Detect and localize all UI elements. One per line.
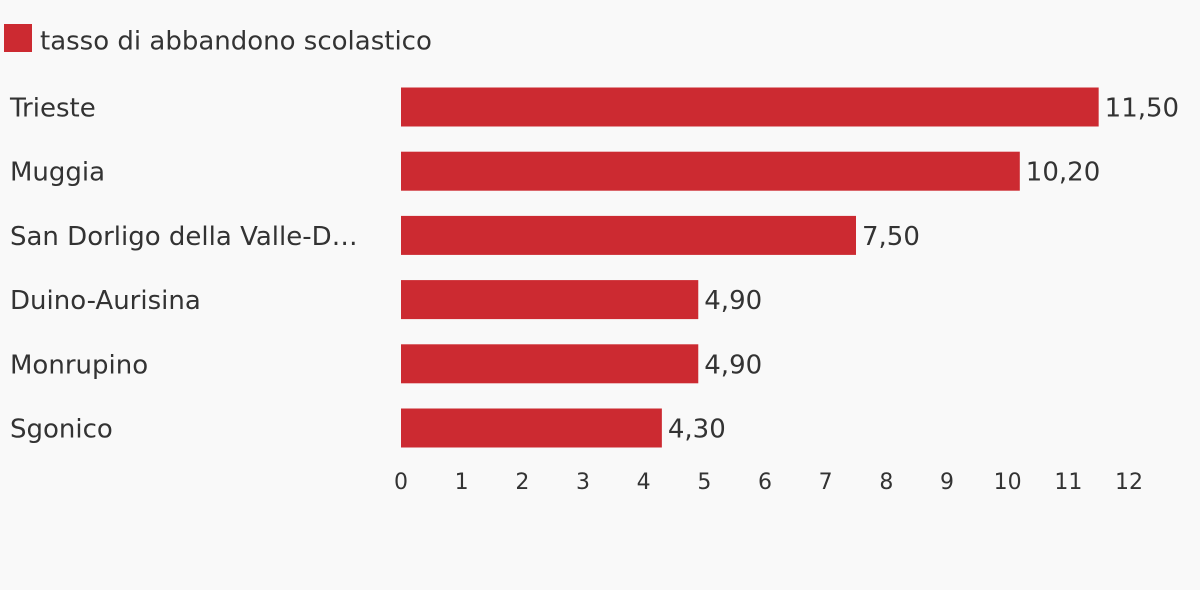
y-tick-label: Duino-Aurisina	[10, 286, 201, 316]
y-tick-label: Monrupino	[10, 350, 148, 380]
x-tick-label: 4	[637, 470, 651, 495]
bar	[401, 408, 662, 448]
value-label: 10,20	[1026, 158, 1100, 188]
bar	[401, 215, 856, 255]
x-tick-label: 1	[455, 470, 469, 495]
legend-swatch	[4, 24, 32, 52]
x-tick-label: 12	[1115, 470, 1143, 495]
bar	[401, 151, 1020, 191]
x-tick-label: 8	[879, 470, 893, 495]
legend-label: tasso di abbandono scolastico	[40, 27, 432, 57]
x-tick-label: 7	[819, 470, 833, 495]
bar	[401, 280, 699, 320]
x-tick-label: 11	[1054, 470, 1082, 495]
value-label: 7,50	[862, 222, 920, 252]
value-label: 4,90	[704, 350, 762, 380]
y-tick-label: San Dorligo della Valle-D…	[10, 222, 358, 252]
x-tick-label: 10	[994, 470, 1022, 495]
x-tick-label: 9	[940, 470, 954, 495]
value-label: 11,50	[1105, 94, 1179, 124]
x-tick-label: 2	[515, 470, 529, 495]
x-tick-label: 5	[697, 470, 711, 495]
value-label: 4,90	[704, 286, 762, 316]
x-tick-label: 3	[576, 470, 590, 495]
y-tick-label: Sgonico	[10, 415, 113, 445]
x-tick-label: 6	[758, 470, 772, 495]
x-tick-label: 0	[394, 470, 408, 495]
y-tick-label: Trieste	[9, 94, 96, 124]
value-label: 4,30	[668, 415, 726, 445]
y-tick-label: Muggia	[10, 158, 105, 188]
bar	[401, 344, 699, 384]
bar	[401, 87, 1099, 127]
